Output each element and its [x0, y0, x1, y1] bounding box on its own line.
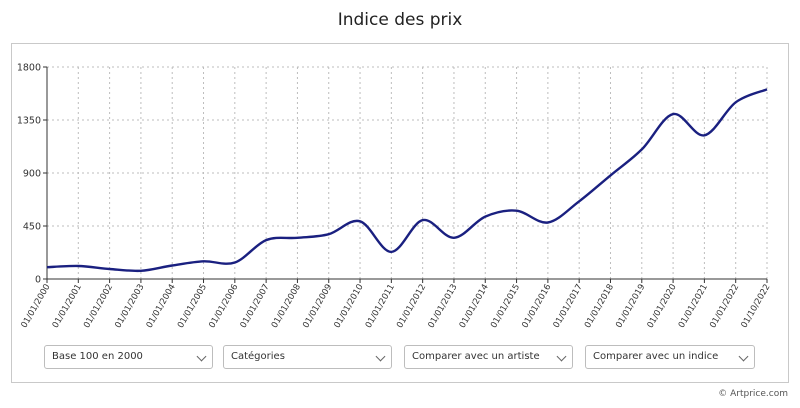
x-tick-label: 01/10/2022 — [739, 283, 772, 330]
chevron-down-icon — [196, 351, 207, 362]
y-tick-label: 450 — [23, 222, 41, 233]
x-tick-label: 01/01/2022 — [708, 283, 741, 330]
x-tick-label: 01/01/2009 — [301, 283, 334, 330]
data-point — [578, 200, 580, 202]
data-point — [672, 113, 674, 115]
data-point — [77, 265, 79, 267]
x-tick-label: 01/01/2000 — [19, 283, 52, 330]
data-point — [453, 237, 455, 239]
x-tick-label: 01/01/2001 — [51, 283, 84, 330]
data-point — [359, 220, 361, 222]
categories-select-label: Catégories — [231, 351, 285, 362]
x-tick-label: 01/01/2006 — [207, 283, 240, 330]
x-tick-label: 01/01/2015 — [489, 282, 522, 329]
data-point — [296, 237, 298, 239]
series-line — [46, 88, 768, 273]
data-point — [734, 101, 736, 103]
data-point — [484, 215, 486, 217]
page-title: Indice des prix — [337, 10, 463, 30]
x-tick-label: 01/01/2013 — [426, 283, 459, 330]
x-tick-label: 01/01/2011 — [364, 283, 397, 330]
data-point — [108, 268, 110, 270]
data-point — [265, 239, 267, 241]
y-tick-label: 0 — [35, 275, 41, 286]
x-tick-label: 01/01/2020 — [646, 283, 679, 330]
x-tick-label: 01/01/2010 — [332, 283, 365, 330]
data-point — [515, 209, 517, 211]
x-tick-label: 01/01/2012 — [395, 283, 428, 330]
base-select-label: Base 100 en 2000 — [52, 351, 143, 362]
data-point — [140, 270, 142, 272]
x-tick-label: 01/01/2002 — [82, 283, 115, 330]
data-point — [46, 266, 48, 268]
compare-index-select[interactable]: Comparer avec un indice — [585, 345, 755, 369]
data-point — [641, 148, 643, 150]
data-point — [234, 261, 236, 263]
categories-select[interactable]: Catégories — [223, 345, 392, 369]
data-point — [390, 251, 392, 253]
chevron-down-icon — [556, 351, 567, 362]
x-tick-label: 01/01/2008 — [270, 283, 303, 330]
x-tick-label: 01/01/2018 — [583, 283, 616, 330]
data-point — [547, 221, 549, 223]
compare-index-select-label: Comparer avec un indice — [593, 351, 719, 362]
x-tick-label: 01/01/2021 — [677, 283, 710, 330]
compare-artist-select[interactable]: Comparer avec un artiste — [404, 345, 573, 369]
y-tick-label: 900 — [23, 169, 41, 180]
x-tick-label: 01/01/2017 — [552, 283, 585, 330]
data-point — [766, 88, 768, 90]
x-tick-label: 01/01/2014 — [458, 283, 491, 330]
chart-panel: 0 450 900 1350 1800 01/01/2000 01/01/2001 01/01… — [11, 43, 789, 383]
compare-artist-select-label: Comparer avec un artiste — [412, 351, 540, 362]
copyright: © Artprice.com — [718, 389, 788, 399]
chevron-down-icon — [738, 351, 749, 362]
x-tick-label: 01/01/2019 — [614, 283, 647, 330]
x-tick-label: 01/01/2016 — [520, 283, 553, 330]
data-point — [421, 219, 423, 221]
data-point — [171, 264, 173, 266]
x-tick-label: 01/01/2003 — [113, 283, 146, 330]
chevron-down-icon — [375, 351, 386, 362]
data-point — [328, 233, 330, 235]
x-tick-label: 01/01/2005 — [176, 283, 209, 330]
x-tick-label: 01/01/2004 — [145, 283, 178, 330]
data-point — [609, 174, 611, 176]
price-index-chart: 04509001350180001/01/200001/01/200101/01… — [17, 63, 773, 330]
x-tick-label: 01/01/2007 — [239, 283, 272, 330]
y-tick-label: 1800 — [17, 63, 41, 74]
data-point — [202, 260, 204, 262]
data-point — [703, 134, 705, 136]
y-tick-label: 1350 — [17, 116, 41, 127]
base-select[interactable]: Base 100 en 2000 — [44, 345, 213, 369]
